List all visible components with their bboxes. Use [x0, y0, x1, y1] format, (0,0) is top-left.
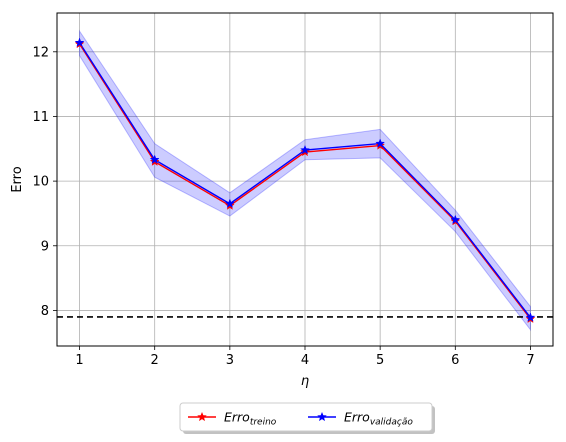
x-tick-label: 3: [226, 353, 234, 368]
point-validação: [525, 312, 536, 322]
x-tick-label: 5: [376, 353, 384, 368]
y-tick-label: 11: [32, 110, 49, 125]
legend: Errotreino Errovalidação: [179, 402, 435, 434]
legend-label-treino: Errotreino: [224, 410, 277, 428]
point-validação: [74, 37, 85, 47]
y-tick-label: 8: [41, 304, 49, 319]
y-tick-label: 12: [32, 45, 49, 60]
validation-error-band: [79, 29, 531, 332]
y-tick-label: 9: [41, 239, 49, 254]
x-axis-ticks: 1 2 3 4 5 6 7: [75, 346, 535, 368]
point-validação: [300, 144, 310, 155]
legend-marker-validação: [317, 411, 327, 422]
x-tick-label: 4: [301, 353, 309, 368]
legend-box: [179, 402, 433, 432]
x-tick-label: 7: [526, 353, 534, 368]
legend-marker-treino: [197, 411, 207, 422]
grid-lines: [57, 13, 553, 346]
x-tick-label: 2: [151, 353, 159, 368]
point-validação: [375, 138, 386, 148]
x-tick-label: 6: [451, 353, 459, 368]
y-axis-ticks: 8 9 10 11 12: [32, 45, 57, 319]
x-tick-label: 1: [75, 353, 83, 368]
y-tick-label: 10: [32, 175, 49, 190]
point-validação: [224, 198, 235, 208]
x-axis-label: η: [301, 374, 309, 389]
point-validação: [149, 154, 160, 164]
series-markers: [74, 37, 536, 324]
point-validação: [450, 214, 461, 225]
confidence-band: [79, 29, 531, 332]
legend-label-validação: Errovalidação: [344, 410, 413, 428]
y-axis-label: Erro: [10, 166, 25, 192]
